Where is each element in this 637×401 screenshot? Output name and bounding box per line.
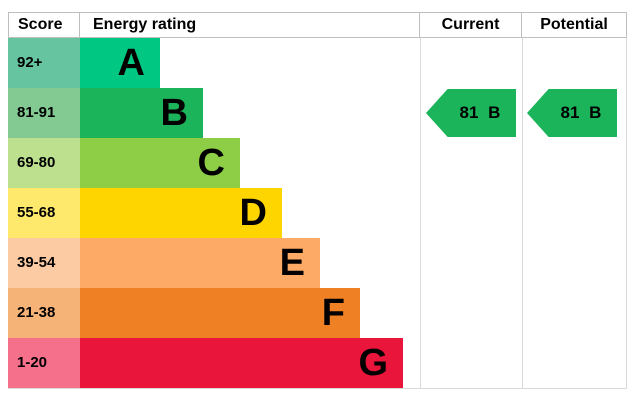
band-letter-g: G bbox=[358, 342, 388, 384]
rating-bar-d: D bbox=[80, 188, 282, 238]
band-letter-b: B bbox=[160, 92, 188, 134]
score-range-label-d: 55-68 bbox=[8, 188, 80, 238]
band-row-b: 81-91 B bbox=[8, 88, 627, 138]
score-range-label-f: 21-38 bbox=[8, 288, 80, 338]
band-row-e: 39-54 E bbox=[8, 238, 627, 288]
rating-bar-b: B bbox=[80, 88, 203, 138]
bottom-border bbox=[8, 388, 627, 389]
score-range-label-b: 81-91 bbox=[8, 88, 80, 138]
band-letter-e: E bbox=[279, 242, 305, 284]
current-rating-label: 81 B bbox=[459, 103, 501, 122]
band-rows: 92+ A 81-91 B 69-80 C 55-68 D 39-54 E 21… bbox=[8, 38, 627, 388]
band-letter-f: F bbox=[321, 292, 345, 334]
header-row: Score Energy rating Current Potential bbox=[8, 12, 627, 38]
potential-column-divider bbox=[522, 38, 523, 389]
score-range-label-a: 92+ bbox=[8, 38, 80, 88]
band-letter-c: C bbox=[197, 142, 225, 184]
current-column-divider bbox=[420, 38, 421, 389]
band-row-d: 55-68 D bbox=[8, 188, 627, 238]
rating-bar-e: E bbox=[80, 238, 320, 288]
score-range-label-e: 39-54 bbox=[8, 238, 80, 288]
score-range-label-g: 1-20 bbox=[8, 338, 80, 388]
energy-rating-column-header: Energy rating bbox=[80, 13, 420, 37]
potential-rating-arrow: 81 B bbox=[527, 89, 617, 137]
potential-column-header: Potential bbox=[522, 13, 627, 37]
rating-bar-c: C bbox=[80, 138, 240, 188]
right-border bbox=[626, 38, 627, 389]
band-row-f: 21-38 F bbox=[8, 288, 627, 338]
rating-bar-f: F bbox=[80, 288, 360, 338]
band-letter-d: D bbox=[239, 192, 267, 234]
rating-bar-g: G bbox=[80, 338, 403, 388]
potential-rating-label: 81 B bbox=[560, 103, 602, 122]
band-row-a: 92+ A bbox=[8, 38, 627, 88]
current-column-header: Current bbox=[420, 13, 522, 37]
rating-bar-a: A bbox=[80, 38, 160, 88]
band-letter-a: A bbox=[117, 42, 145, 84]
band-row-c: 69-80 C bbox=[8, 138, 627, 188]
current-rating-arrow: 81 B bbox=[426, 89, 516, 137]
score-column-header: Score bbox=[8, 13, 80, 37]
band-row-g: 1-20 G bbox=[8, 338, 627, 388]
score-range-label-c: 69-80 bbox=[8, 138, 80, 188]
